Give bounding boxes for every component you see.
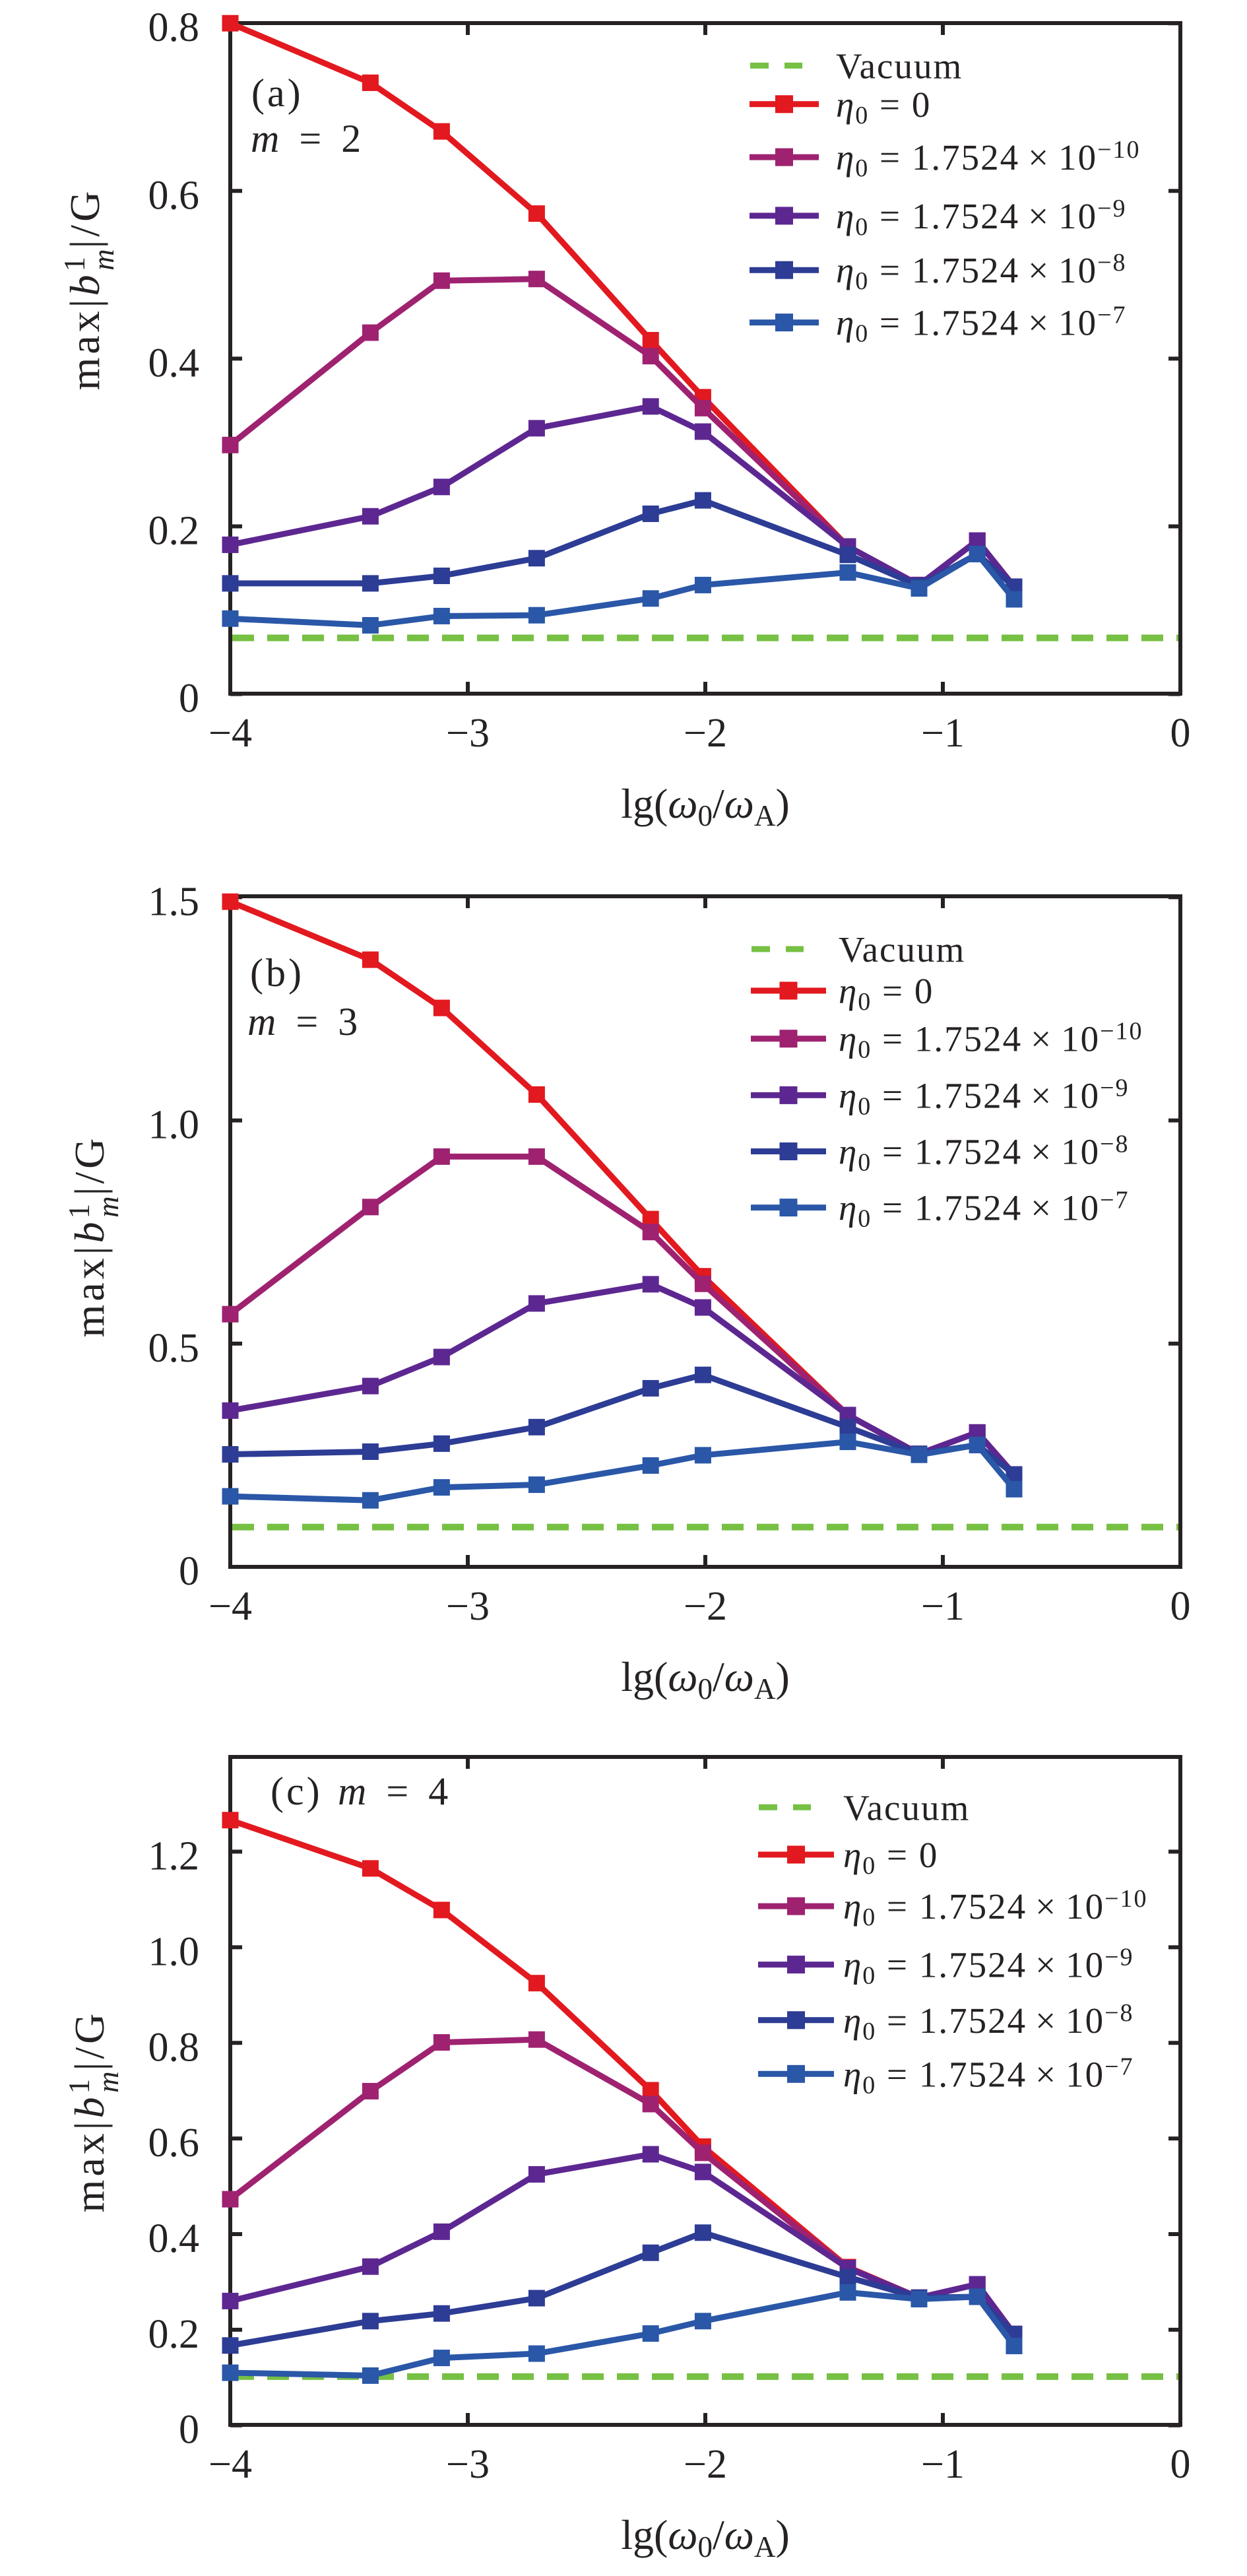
- svg-text:η0 = 1.7524 × 10−10: η0 = 1.7524 × 10−10: [843, 1885, 1148, 1931]
- svg-text:−2: −2: [684, 2442, 727, 2487]
- svg-text:η0 = 1.7524 × 10−10: η0 = 1.7524 × 10−10: [836, 136, 1141, 182]
- svg-text:m = 3: m = 3: [247, 1000, 358, 1043]
- svg-text:0: 0: [1170, 1584, 1191, 1629]
- svg-text:1.2: 1.2: [148, 1834, 200, 1879]
- svg-text:(a): (a): [251, 71, 304, 115]
- svg-text:η0 = 1.7524 × 10−8: η0 = 1.7524 × 10−8: [839, 1131, 1130, 1177]
- svg-text:0.2: 0.2: [148, 2312, 200, 2357]
- svg-text:m = 4: m = 4: [338, 1769, 449, 1813]
- svg-text:−2: −2: [684, 1584, 727, 1629]
- svg-text:Vacuum: Vacuum: [836, 46, 963, 86]
- svg-text:0.8: 0.8: [148, 5, 200, 50]
- svg-text:1.0: 1.0: [148, 1929, 200, 1974]
- svg-text:−4: −4: [208, 2442, 252, 2487]
- svg-text:−4: −4: [208, 1584, 252, 1629]
- svg-text:0.5: 0.5: [148, 1326, 200, 1371]
- svg-text:1.0: 1.0: [148, 1103, 200, 1148]
- svg-text:η0 = 1.7524 × 10−8: η0 = 1.7524 × 10−8: [843, 1999, 1134, 2045]
- svg-text:0.6: 0.6: [148, 2121, 200, 2165]
- svg-text:0.4: 0.4: [148, 341, 200, 385]
- svg-text:η0 = 1.7524 × 10−9: η0 = 1.7524 × 10−9: [843, 1944, 1134, 1990]
- svg-text:η0 = 1.7524 × 10−7: η0 = 1.7524 × 10−7: [843, 2053, 1134, 2099]
- svg-text:Vacuum: Vacuum: [839, 929, 965, 970]
- svg-text:0.2: 0.2: [148, 509, 200, 554]
- svg-text:−3: −3: [446, 1584, 490, 1629]
- svg-text:η0 = 1.7524 × 10−7: η0 = 1.7524 × 10−7: [836, 302, 1127, 348]
- svg-text:0: 0: [179, 2408, 199, 2453]
- svg-text:η0 = 0: η0 = 0: [839, 971, 934, 1016]
- svg-text:m = 2: m = 2: [251, 117, 362, 160]
- svg-text:1.5: 1.5: [148, 879, 200, 924]
- svg-text:0: 0: [179, 1549, 199, 1594]
- svg-text:−2: −2: [684, 711, 727, 756]
- svg-text:−1: −1: [921, 1584, 965, 1629]
- svg-text:0.8: 0.8: [148, 2025, 200, 2070]
- svg-text:η0 = 0: η0 = 0: [843, 1835, 938, 1880]
- svg-text:lg(ω0/ωA): lg(ω0/ωA): [621, 2511, 790, 2563]
- svg-text:0.4: 0.4: [148, 2216, 200, 2261]
- svg-text:η0 = 1.7524 × 10−9: η0 = 1.7524 × 10−9: [839, 1074, 1130, 1120]
- svg-text:η0 = 1.7524 × 10−10: η0 = 1.7524 × 10−10: [839, 1018, 1143, 1064]
- svg-text:Vacuum: Vacuum: [843, 1787, 970, 1828]
- svg-text:0: 0: [1170, 711, 1191, 756]
- svg-text:0: 0: [1170, 2442, 1191, 2487]
- svg-text:−3: −3: [446, 711, 490, 756]
- svg-text:0.6: 0.6: [148, 173, 200, 218]
- svg-text:η0 = 1.7524 × 10−8: η0 = 1.7524 × 10−8: [836, 249, 1127, 295]
- svg-text:0: 0: [179, 677, 199, 721]
- svg-text:−1: −1: [921, 711, 965, 756]
- svg-text:(c): (c): [271, 1769, 323, 1813]
- svg-text:−1: −1: [921, 2442, 965, 2487]
- svg-text:−3: −3: [446, 2442, 490, 2487]
- svg-text:(b): (b): [250, 951, 304, 995]
- svg-text:−4: −4: [208, 711, 252, 756]
- svg-text:η0 = 1.7524 × 10−7: η0 = 1.7524 × 10−7: [839, 1187, 1130, 1233]
- svg-text:η0 = 0: η0 = 0: [836, 84, 931, 129]
- svg-text:η0 = 1.7524 × 10−9: η0 = 1.7524 × 10−9: [836, 195, 1127, 241]
